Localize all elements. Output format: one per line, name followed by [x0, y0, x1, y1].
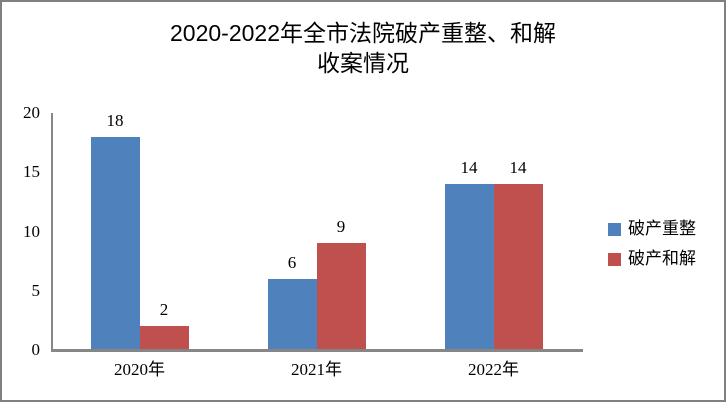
bar-value-label: 14 [509, 158, 527, 178]
x-category-label: 2020年 [114, 360, 165, 379]
y-tick-label: 10 [23, 221, 40, 241]
bar-s0-c1 [267, 278, 317, 349]
y-tick-label: 5 [31, 280, 41, 300]
chart-title: 2020-2022年全市法院破产重整、和解 收案情况 [170, 20, 556, 76]
legend-label: 破产和解 [628, 249, 696, 268]
legend: 破产重整 破产和解 [608, 214, 696, 274]
x-axis-line [51, 349, 583, 352]
bar-s0-c0 [90, 136, 140, 349]
bar-value-label: 18 [106, 110, 124, 130]
bar-value-label: 6 [287, 252, 297, 272]
bar-s0-c2 [444, 184, 494, 349]
x-category-label: 2022年 [468, 360, 519, 379]
legend-item: 破产和解 [608, 244, 696, 274]
legend-label: 破产重整 [628, 219, 696, 238]
legend-item: 破产重整 [608, 214, 696, 244]
bar-s1-c0 [139, 326, 189, 349]
bar-s1-c2 [493, 184, 543, 349]
x-category-label: 2021年 [291, 360, 342, 379]
bar-value-label: 2 [159, 300, 169, 320]
legend-swatch [608, 222, 621, 236]
bar-s1-c1 [316, 243, 366, 349]
bar-value-label: 14 [460, 158, 478, 178]
y-tick-label: 15 [23, 162, 40, 182]
bar-value-label: 9 [336, 217, 346, 237]
y-tick-label: 20 [23, 103, 40, 122]
legend-swatch [608, 252, 621, 266]
y-axis-line [51, 113, 53, 352]
y-tick-label: 0 [31, 340, 41, 359]
